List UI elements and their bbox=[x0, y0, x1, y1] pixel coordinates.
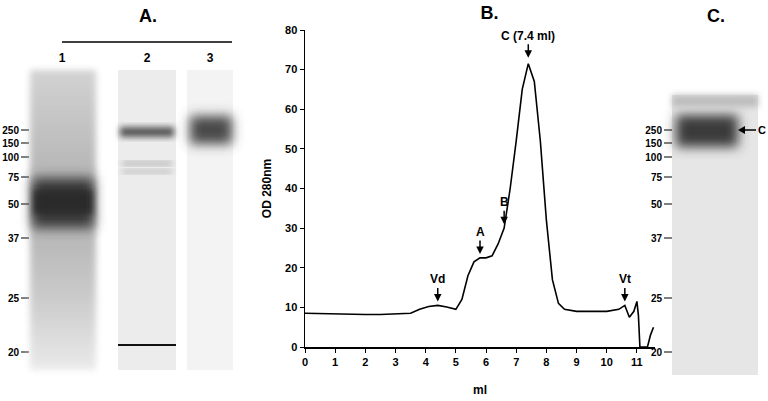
svg-text:10: 10 bbox=[601, 356, 613, 368]
svg-text:250: 250 bbox=[2, 125, 19, 136]
svg-text:75: 75 bbox=[8, 172, 20, 183]
svg-text:A.: A. bbox=[139, 6, 157, 26]
svg-text:9: 9 bbox=[573, 356, 579, 368]
svg-text:0: 0 bbox=[291, 341, 297, 353]
svg-text:B: B bbox=[500, 195, 509, 209]
svg-text:150: 150 bbox=[2, 138, 19, 149]
svg-text:ml: ml bbox=[473, 383, 487, 397]
svg-text:C: C bbox=[758, 124, 766, 136]
svg-text:50: 50 bbox=[285, 143, 297, 155]
svg-text:40: 40 bbox=[285, 182, 297, 194]
svg-text:60: 60 bbox=[285, 103, 297, 115]
svg-text:250: 250 bbox=[645, 125, 662, 136]
svg-text:100: 100 bbox=[645, 152, 662, 163]
svg-text:50: 50 bbox=[8, 199, 20, 210]
svg-text:3: 3 bbox=[392, 356, 398, 368]
svg-text:5: 5 bbox=[453, 356, 459, 368]
svg-text:OD 280nm: OD 280nm bbox=[260, 159, 274, 218]
svg-text:2: 2 bbox=[362, 356, 368, 368]
svg-text:Vd: Vd bbox=[430, 272, 445, 286]
svg-text:50: 50 bbox=[651, 199, 663, 210]
svg-text:Vt: Vt bbox=[619, 272, 631, 286]
svg-text:2: 2 bbox=[144, 51, 151, 65]
svg-text:A: A bbox=[476, 225, 485, 239]
svg-text:7: 7 bbox=[513, 356, 519, 368]
svg-text:20: 20 bbox=[8, 347, 20, 358]
svg-text:3: 3 bbox=[207, 51, 214, 65]
svg-text:11: 11 bbox=[631, 356, 643, 368]
svg-text:C (7.4 ml): C (7.4 ml) bbox=[501, 29, 555, 43]
svg-text:20: 20 bbox=[285, 262, 297, 274]
svg-text:C.: C. bbox=[707, 6, 725, 26]
svg-text:75: 75 bbox=[651, 172, 663, 183]
svg-text:80: 80 bbox=[285, 24, 297, 36]
svg-text:20: 20 bbox=[651, 347, 663, 358]
svg-text:100: 100 bbox=[2, 152, 19, 163]
svg-text:25: 25 bbox=[651, 293, 663, 304]
svg-text:B.: B. bbox=[480, 3, 498, 23]
svg-text:10: 10 bbox=[285, 301, 297, 313]
svg-text:8: 8 bbox=[543, 356, 549, 368]
svg-text:37: 37 bbox=[8, 233, 20, 244]
svg-text:70: 70 bbox=[285, 63, 297, 75]
svg-text:30: 30 bbox=[285, 222, 297, 234]
svg-text:150: 150 bbox=[645, 138, 662, 149]
svg-text:1: 1 bbox=[332, 356, 338, 368]
svg-text:25: 25 bbox=[8, 293, 20, 304]
svg-text:0: 0 bbox=[302, 356, 308, 368]
svg-text:6: 6 bbox=[483, 356, 489, 368]
svg-text:37: 37 bbox=[651, 233, 663, 244]
svg-text:1: 1 bbox=[59, 51, 66, 65]
svg-text:4: 4 bbox=[423, 356, 430, 368]
